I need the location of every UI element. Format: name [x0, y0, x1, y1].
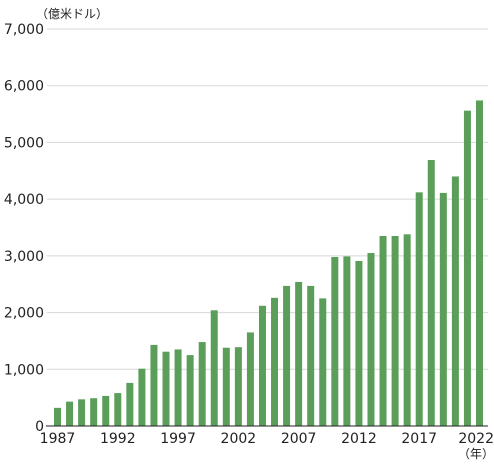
x-tick-label: 2022: [458, 431, 494, 447]
y-tick-label: 4,000: [4, 192, 44, 208]
bar-1998: [186, 355, 194, 426]
y-axis-unit-label: （億米ドル）: [36, 7, 108, 21]
bar-2019: [439, 192, 447, 426]
x-tick-label: 1992: [100, 431, 136, 447]
bar-2018: [427, 160, 435, 426]
x-tick-label: 2002: [221, 431, 257, 447]
bar-2017: [415, 192, 423, 426]
bar-2006: [283, 285, 291, 426]
y-tick-label: 1,000: [4, 362, 44, 378]
bar-2003: [246, 332, 254, 426]
bar-1989: [78, 399, 86, 426]
bar-2010: [331, 256, 339, 426]
x-tick-label: 2007: [281, 431, 317, 447]
bars: [54, 100, 483, 427]
bar-2013: [367, 253, 375, 426]
bar-1987: [54, 407, 61, 426]
x-tick-label: 1997: [160, 431, 196, 447]
bar-2021: [463, 110, 471, 427]
bar-2002: [234, 347, 242, 426]
bar-2020: [451, 176, 459, 426]
y-tick-label: 6,000: [4, 79, 44, 95]
bar-1990: [90, 398, 98, 426]
bar-1995: [150, 344, 158, 426]
bar-2016: [403, 234, 411, 426]
bar-2007: [295, 281, 303, 426]
bar-1996: [162, 351, 170, 426]
y-tick-label: 7,000: [4, 22, 44, 38]
bar-1994: [138, 368, 146, 426]
gridlines: [47, 28, 488, 370]
y-tick-label: 3,000: [4, 249, 44, 265]
x-axis-ticks: 1987 1992 1997 2002 2007 2012 2017 2022: [40, 431, 494, 447]
x-tick-label: 1987: [40, 431, 76, 447]
bar-2015: [391, 236, 399, 426]
bar-2001: [222, 347, 230, 426]
bar-1993: [126, 382, 134, 426]
x-tick-label: 2012: [341, 431, 377, 447]
bar-2000: [210, 310, 218, 426]
bar-1991: [102, 395, 110, 426]
bar-2009: [319, 298, 327, 426]
bar-1997: [174, 349, 182, 426]
bar-2022: [476, 100, 483, 427]
bar-2014: [379, 236, 387, 426]
y-tick-label: 0: [35, 419, 44, 435]
bar-1992: [114, 393, 122, 426]
bar-2004: [258, 305, 266, 426]
x-tick-label: 2017: [401, 431, 437, 447]
bar-2008: [307, 285, 315, 426]
bar-2011: [343, 256, 351, 426]
x-axis-unit-label: （年）: [458, 447, 494, 461]
bar-2012: [355, 260, 363, 426]
y-tick-label: 5,000: [4, 135, 44, 151]
bar-1988: [66, 401, 74, 426]
bar-2005: [271, 297, 279, 426]
y-axis-ticks: 0 1,000 2,000 3,000 4,000 5,000 6,000 7,000: [4, 22, 44, 435]
y-tick-label: 2,000: [4, 306, 44, 322]
bar-1999: [198, 342, 206, 426]
